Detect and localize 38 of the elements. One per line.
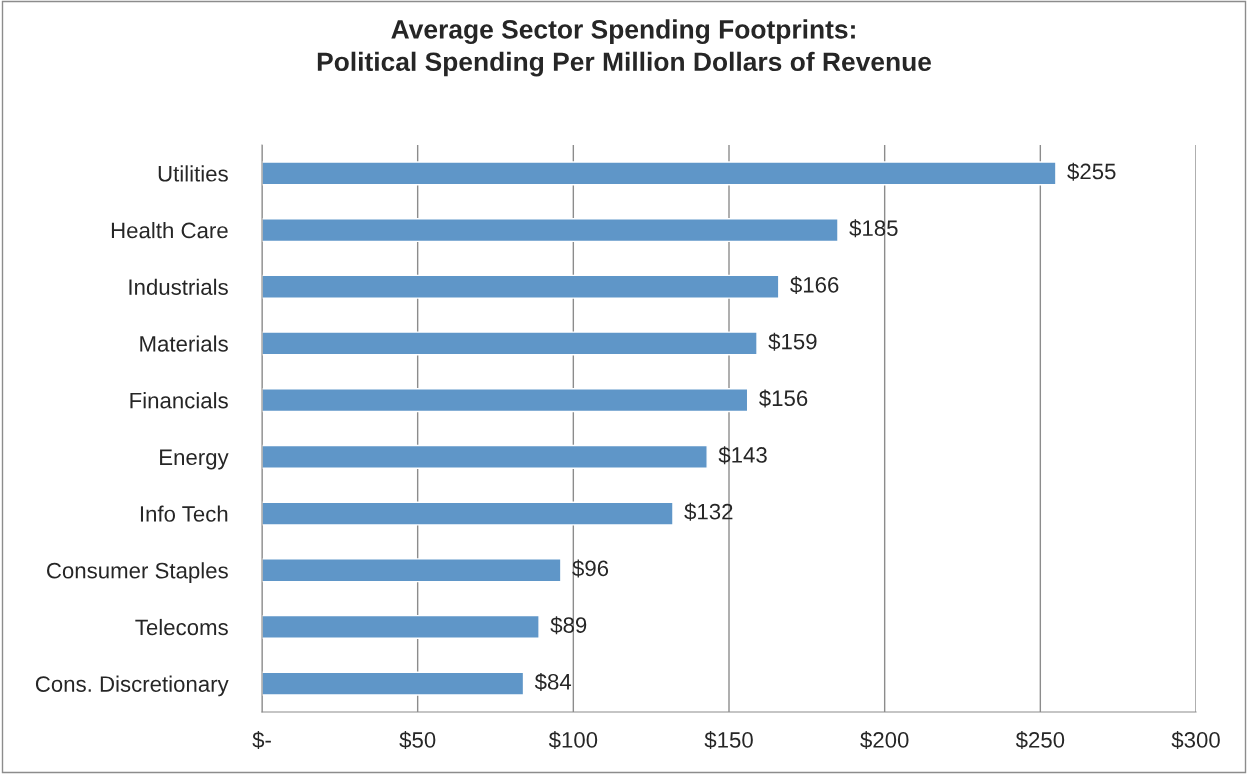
data-label: $143 bbox=[718, 446, 767, 465]
y-tick-label: Financials bbox=[130, 392, 228, 409]
bar bbox=[262, 614, 540, 639]
y-tick-label: Telecoms bbox=[135, 618, 228, 636]
y-tick-label: Cons. Discretionary bbox=[35, 675, 229, 697]
x-tick-label: $- bbox=[252, 731, 271, 750]
chart-title: Average Sector Spending Footprints: Political Spending Per Million Dollars of Revenue bbox=[317, 19, 932, 77]
data-label: $156 bbox=[759, 389, 808, 408]
data-label: $166 bbox=[790, 276, 839, 295]
x-tick-label: $150 bbox=[704, 731, 753, 750]
y-tick-label: Consumer Staples bbox=[47, 562, 228, 583]
y-tick-label: Info Tech bbox=[140, 505, 228, 522]
bar bbox=[262, 161, 1057, 186]
bar bbox=[262, 388, 749, 413]
bar bbox=[262, 331, 758, 356]
data-label: $132 bbox=[684, 502, 733, 521]
bar bbox=[262, 444, 708, 469]
x-tick-label: $300 bbox=[1171, 731, 1220, 750]
data-label: $255 bbox=[1067, 162, 1116, 181]
x-tick-label: $250 bbox=[1015, 731, 1065, 750]
data-label: $185 bbox=[849, 219, 898, 238]
y-tick-label: Utilities bbox=[158, 165, 228, 182]
bar bbox=[262, 274, 780, 299]
data-label: $84 bbox=[534, 672, 572, 691]
x-tick-label: $50 bbox=[399, 731, 436, 750]
data-label: $89 bbox=[550, 616, 587, 635]
bar bbox=[262, 558, 562, 583]
y-tick-label: Energy bbox=[160, 449, 229, 470]
y-tick-label: Industrials bbox=[129, 278, 228, 296]
data-label: $96 bbox=[572, 559, 609, 578]
x-tick-label: $100 bbox=[548, 731, 598, 750]
data-label: $159 bbox=[768, 332, 817, 351]
x-tick-label: $200 bbox=[860, 731, 909, 750]
bar bbox=[262, 501, 674, 526]
y-tick-label: Materials bbox=[140, 335, 228, 352]
bar bbox=[262, 671, 525, 696]
y-tick-label: Health Care bbox=[111, 222, 228, 239]
bar bbox=[262, 218, 839, 243]
